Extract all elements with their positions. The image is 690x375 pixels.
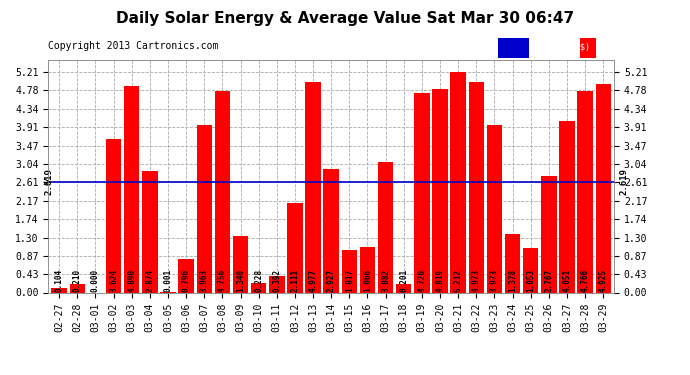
- Bar: [179, 259, 194, 292]
- Bar: [342, 249, 357, 292]
- Bar: [469, 82, 484, 292]
- Bar: [269, 276, 284, 292]
- Bar: [70, 284, 85, 292]
- FancyBboxPatch shape: [580, 38, 596, 58]
- Text: 4.756: 4.756: [218, 268, 227, 292]
- Text: 0.796: 0.796: [181, 268, 190, 292]
- Bar: [306, 82, 321, 292]
- Text: 1.053: 1.053: [526, 268, 535, 292]
- FancyBboxPatch shape: [498, 38, 529, 58]
- Bar: [233, 236, 248, 292]
- Bar: [197, 125, 212, 292]
- Bar: [359, 248, 375, 292]
- Bar: [142, 171, 157, 292]
- Bar: [414, 93, 430, 292]
- Text: 0.228: 0.228: [254, 268, 263, 292]
- Bar: [396, 284, 411, 292]
- Text: 1.017: 1.017: [345, 268, 354, 292]
- Text: Daily  ($): Daily ($): [598, 44, 647, 52]
- Text: 3.963: 3.963: [200, 268, 209, 292]
- Text: 4.051: 4.051: [562, 268, 571, 292]
- Bar: [251, 283, 266, 292]
- Text: 3.624: 3.624: [109, 268, 118, 292]
- Bar: [595, 84, 611, 292]
- Bar: [541, 176, 557, 292]
- Bar: [451, 72, 466, 292]
- Bar: [287, 203, 303, 292]
- Text: 2.111: 2.111: [290, 268, 299, 292]
- Text: 4.925: 4.925: [599, 268, 608, 292]
- Text: 2.767: 2.767: [544, 268, 553, 292]
- Text: 3.082: 3.082: [381, 268, 390, 292]
- Text: 4.766: 4.766: [580, 268, 589, 292]
- Text: 4.973: 4.973: [472, 268, 481, 292]
- Bar: [486, 124, 502, 292]
- Text: 0.201: 0.201: [400, 268, 408, 292]
- Text: Average  ($): Average ($): [530, 44, 590, 52]
- Text: 4.977: 4.977: [308, 268, 317, 292]
- Text: 0.210: 0.210: [73, 268, 82, 292]
- Text: 2.874: 2.874: [146, 268, 155, 292]
- Text: 4.720: 4.720: [417, 268, 426, 292]
- Text: 1.340: 1.340: [236, 268, 245, 292]
- Text: 1.378: 1.378: [508, 268, 517, 292]
- Text: 5.212: 5.212: [453, 268, 462, 292]
- Text: 4.890: 4.890: [127, 268, 136, 292]
- Text: 2.619: 2.619: [45, 168, 54, 195]
- Bar: [378, 162, 393, 292]
- Text: 0.000: 0.000: [91, 268, 100, 292]
- Text: 4.819: 4.819: [435, 268, 444, 292]
- Bar: [324, 169, 339, 292]
- Text: Copyright 2013 Cartronics.com: Copyright 2013 Cartronics.com: [48, 41, 219, 51]
- Text: 1.066: 1.066: [363, 268, 372, 292]
- Bar: [559, 121, 575, 292]
- Bar: [505, 234, 520, 292]
- Text: 0.104: 0.104: [55, 268, 63, 292]
- Text: 2.619: 2.619: [620, 168, 629, 195]
- Text: 3.973: 3.973: [490, 268, 499, 292]
- Bar: [523, 248, 538, 292]
- Text: Daily Solar Energy & Average Value Sat Mar 30 06:47: Daily Solar Energy & Average Value Sat M…: [116, 11, 574, 26]
- Text: 0.001: 0.001: [164, 268, 172, 292]
- Bar: [215, 92, 230, 292]
- Bar: [433, 89, 448, 292]
- Bar: [578, 91, 593, 292]
- Bar: [106, 139, 121, 292]
- Text: 0.392: 0.392: [273, 268, 282, 292]
- Bar: [52, 288, 67, 292]
- Bar: [124, 86, 139, 292]
- Text: 2.927: 2.927: [326, 268, 336, 292]
